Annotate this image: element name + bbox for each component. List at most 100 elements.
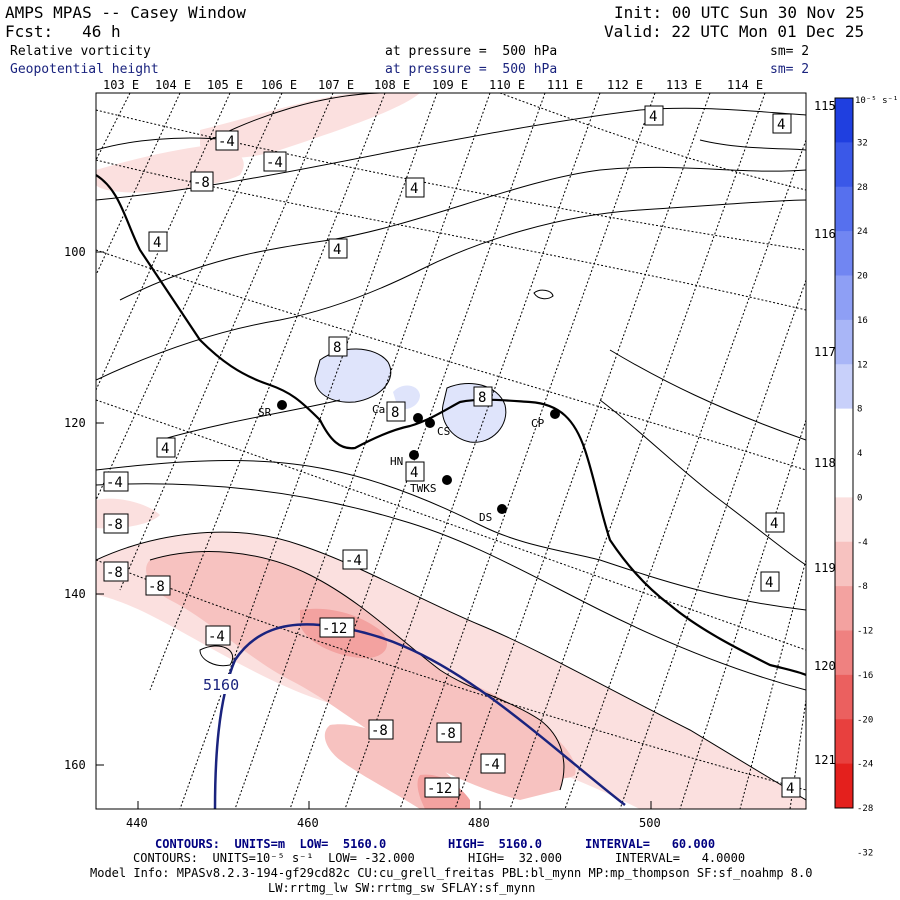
contour-label: 4: [328, 238, 348, 259]
height-contour-label: 5160: [202, 674, 250, 694]
contour-label: 8: [473, 386, 493, 407]
colorbar-label: 32: [857, 138, 868, 148]
svg-text:-12: -12: [427, 781, 452, 797]
colorbar-swatch: [835, 408, 853, 454]
init-time: Init: 00 UTC Sun 30 Nov 25: [614, 3, 865, 22]
contour-label: -4: [205, 625, 231, 646]
vorticity-contour-info: CONTOURS: UNITS=10⁻⁵ s⁻¹ LOW= -32.000: [133, 851, 415, 865]
height-contour-interval: INTERVAL= 60.000: [585, 837, 716, 851]
contour-label: -4: [263, 151, 287, 172]
svg-text:4: 4: [153, 235, 161, 251]
svg-text:-12: -12: [322, 621, 347, 637]
svg-text:-4: -4: [106, 475, 123, 491]
lon-label: 113 E: [666, 78, 702, 92]
lon-label: 105 E: [207, 78, 243, 92]
svg-text:-4: -4: [345, 553, 362, 569]
station-twks-dot: [442, 475, 452, 485]
colorbar-label: 28: [857, 183, 868, 193]
contour-label: 4: [156, 437, 176, 458]
contour-label: 4: [644, 105, 664, 126]
contour-label: -8: [103, 561, 129, 582]
colorbar-label: 8: [857, 405, 862, 415]
coastline: [96, 174, 806, 676]
colorbar-swatch: [835, 275, 853, 321]
colorbar-frame: [834, 97, 854, 809]
station-label: HN: [390, 455, 403, 468]
contour-label: 4: [405, 177, 425, 198]
vorticity-contour-high: HIGH= 32.000: [468, 851, 562, 865]
svg-text:-8: -8: [193, 175, 210, 191]
colorbar-swatch: [835, 142, 853, 188]
colorbar-label: 12: [857, 360, 868, 370]
x-tick-label: 460: [297, 816, 319, 830]
plot-title: AMPS MPAS -- Casey Window: [5, 3, 246, 22]
contour-label: 8: [328, 336, 348, 357]
colorbar-swatch: [835, 231, 853, 276]
station-label: DS: [479, 511, 492, 524]
svg-text:4: 4: [649, 109, 657, 125]
colorbar-label: 0: [857, 493, 862, 503]
contour-label: -8: [436, 722, 462, 743]
valid-time: Valid: 22 UTC Mon 01 Dec 25: [604, 22, 865, 41]
station-cp-dot: [550, 409, 560, 419]
lon-label: 104 E: [155, 78, 191, 92]
colorbar-label: -12: [857, 627, 873, 637]
svg-text:5160: 5160: [203, 676, 239, 694]
colorbar-label: 16: [857, 316, 868, 326]
svg-text:-8: -8: [106, 565, 123, 581]
contour-label: -4: [342, 549, 368, 570]
colorbar-unit: 10⁻⁵ s⁻¹: [855, 96, 898, 106]
x-axis-labels: 440 460 480 500: [126, 816, 661, 830]
station-ds-dot: [497, 504, 507, 514]
lon-label: 109 E: [432, 78, 468, 92]
svg-text:-4: -4: [483, 757, 500, 773]
colorbar-label: -16: [857, 671, 873, 681]
station-label: CS: [437, 425, 450, 438]
svg-text:4: 4: [786, 781, 794, 797]
station-markers: [277, 400, 560, 514]
contour-label: 4: [765, 512, 785, 533]
lon-label: 108 E: [374, 78, 410, 92]
contour-label: 4: [405, 461, 425, 482]
x-tick-label: 480: [468, 816, 490, 830]
colorbar-swatch: [835, 497, 853, 543]
svg-text:4: 4: [765, 575, 773, 591]
colorbar-label: 4: [857, 449, 862, 459]
contour-label: -8: [103, 513, 129, 534]
station-label: TWKS: [410, 482, 437, 495]
field1-smoothing: sm= 2: [770, 44, 810, 59]
y-tick-label: 140: [64, 587, 86, 601]
plot-frame: [95, 92, 807, 810]
svg-text:4: 4: [410, 465, 418, 481]
svg-text:4: 4: [0, 0, 8, 4]
contour-label: -12: [424, 777, 460, 798]
contour-label: 4: [148, 231, 168, 252]
model-info: Model Info: MPASv8.2.3-194-gf29cd82c CU:…: [90, 866, 813, 880]
station-label: CP: [531, 417, 545, 430]
colorbar-swatch: [835, 364, 853, 410]
station-label: SR: [258, 406, 272, 419]
station-cs-dot: [425, 418, 435, 428]
colorbar-label: -32: [857, 848, 873, 858]
field2-level: at pressure = 500 hPa: [385, 62, 558, 77]
contour-label: 4: [760, 571, 780, 592]
contour-label: -4: [103, 471, 129, 492]
colorbar-label: -24: [857, 760, 873, 770]
svg-text:-8: -8: [439, 726, 456, 742]
y-axis-labels: 100 120 140 160: [64, 245, 86, 772]
field2-smoothing: sm= 2: [770, 62, 810, 77]
svg-text:8: 8: [478, 390, 486, 406]
station-casey-dot: [413, 413, 423, 423]
lon-label: 103 E: [103, 78, 139, 92]
field2-name: Geopotential height: [10, 62, 159, 77]
svg-text:-8: -8: [371, 723, 388, 739]
x-tick-label: 500: [639, 816, 661, 830]
model-info-line2: LW:rrtmg_lw SW:rrtmg_sw SFLAY:sf_mynn: [268, 881, 536, 895]
field1-level: at pressure = 500 hPa: [385, 44, 558, 59]
y-tick-label: 100: [64, 245, 86, 259]
colorbar-swatch: [835, 319, 853, 365]
svg-text:4: 4: [777, 117, 785, 133]
svg-text:-8: -8: [106, 517, 123, 533]
lon-label: 106 E: [261, 78, 297, 92]
